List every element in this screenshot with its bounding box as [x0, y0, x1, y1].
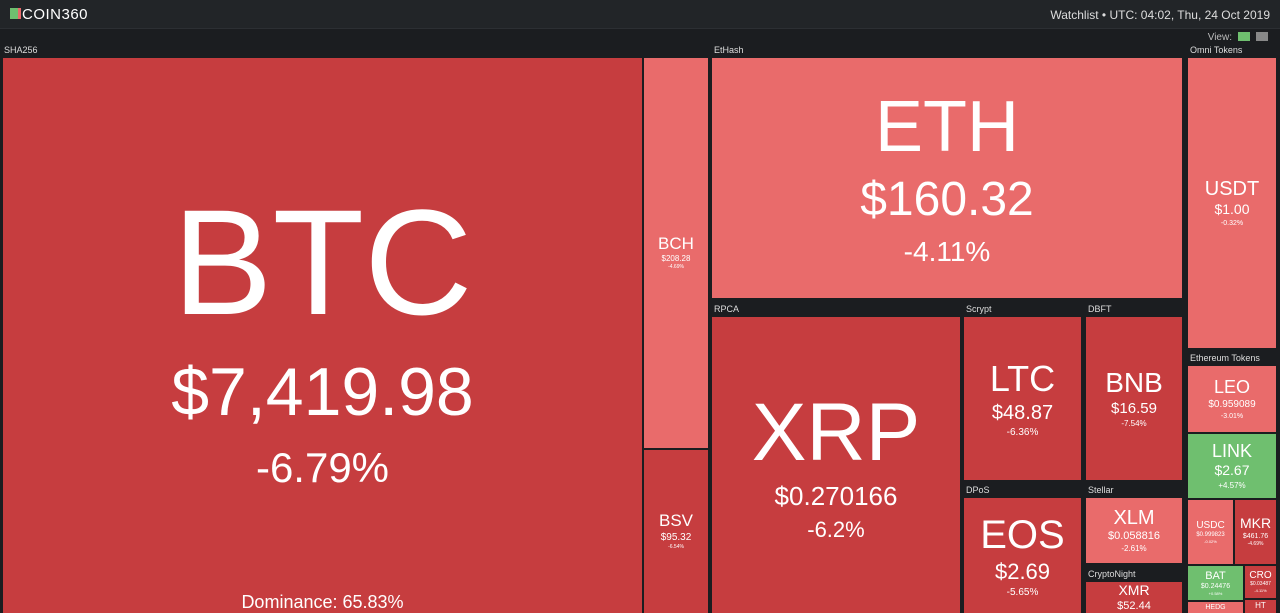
coin-tile[interactable]: ETH $160.32 -4.11%: [712, 58, 1182, 298]
coin-symbol: XLM: [1113, 506, 1155, 529]
coin-price: $2.67: [1214, 462, 1250, 479]
group-label: DBFT: [1088, 304, 1112, 314]
group-label: SHA256: [4, 45, 38, 55]
coin-price: $0.24476: [1200, 582, 1231, 590]
coin-tile[interactable]: HT: [1245, 600, 1276, 613]
coin-symbol: BAT: [1205, 569, 1226, 582]
coin-tile[interactable]: LINK $2.67 +4.57%: [1188, 434, 1276, 498]
coin-tile[interactable]: XRP $0.270166 -6.2%: [712, 317, 960, 613]
coin-symbol: HEDG: [1205, 603, 1226, 611]
coin-symbol: XRP: [751, 386, 921, 478]
coin-price: $0.03487: [1250, 581, 1271, 588]
coin-change: -7.54%: [1121, 419, 1147, 429]
coin-tile[interactable]: BSV $95.32 -6.54%: [644, 450, 708, 613]
coin-price: $95.32: [660, 532, 692, 544]
coin-change: -4.11%: [1254, 588, 1267, 594]
coin-price: $0.058816: [1108, 530, 1160, 543]
coin-change: -6.79%: [255, 443, 390, 491]
coin-symbol: USDT: [1204, 178, 1260, 201]
coin-price: $0.959089: [1208, 399, 1256, 411]
coin-tile[interactable]: HEDG: [1188, 602, 1243, 613]
coin-change: +4.57%: [1218, 480, 1246, 490]
coin-tile[interactable]: XLM $0.058816 -2.61%: [1086, 498, 1182, 563]
coin-price: $16.59: [1111, 399, 1157, 417]
coin-price: $48.87: [991, 401, 1054, 424]
coin-change: -6.36%: [1006, 427, 1039, 439]
coin-tile[interactable]: USDC $0.999823 -0.02%: [1188, 500, 1233, 564]
clock: UTC: 04:02, Thu, 24 Oct 2019: [1109, 8, 1270, 22]
coin-symbol: BTC: [172, 178, 473, 347]
group-label: Omni Tokens: [1190, 45, 1243, 55]
coin-tile[interactable]: BTC $7,419.98 -6.79% Dominance: 65.83%: [3, 58, 642, 613]
coin-tile[interactable]: BNB $16.59 -7.54%: [1086, 317, 1182, 480]
coin-symbol: XMR: [1118, 582, 1150, 598]
coin-symbol: EOS: [980, 512, 1065, 557]
coin-symbol: USDC: [1196, 519, 1225, 531]
header-right: Watchlist • UTC: 04:02, Thu, 24 Oct 2019: [1050, 8, 1270, 22]
coin-change: -6.2%: [807, 517, 865, 543]
coin-tile[interactable]: LTC $48.87 -6.36%: [964, 317, 1081, 480]
view-label: View:: [1207, 32, 1232, 43]
logo-icon: [10, 8, 21, 19]
watchlist[interactable]: Watchlist: [1050, 8, 1099, 22]
view-list[interactable]: [1256, 32, 1268, 41]
group-label: EtHash: [714, 45, 744, 55]
coin-tile[interactable]: USDT $1.00 -0.32%: [1188, 58, 1276, 348]
logo[interactable]: COIN360: [22, 6, 89, 23]
coin-price: $1.00: [1214, 201, 1250, 218]
coin-tile[interactable]: BAT $0.24476 +0.58%: [1188, 566, 1243, 600]
coin-tile[interactable]: XMR $52.44: [1086, 582, 1182, 613]
coin-change: +0.58%: [1208, 590, 1223, 596]
group-label: Ethereum Tokens: [1190, 353, 1260, 363]
view-treemap[interactable]: [1238, 32, 1250, 41]
group-label: RPCA: [714, 304, 740, 314]
coin-change: -3.01%: [1220, 412, 1244, 420]
group-label: DPoS: [966, 485, 990, 495]
coin-change: -2.61%: [1121, 544, 1147, 554]
coin-symbol: BSV: [658, 511, 694, 531]
coin-price: $208.28: [661, 253, 691, 263]
coin-tile[interactable]: MKR $461.76 -4.69%: [1235, 500, 1276, 564]
coin-change: -4.69%: [1247, 541, 1264, 548]
coin-tile[interactable]: BCH $208.28 -4.69%: [644, 58, 708, 448]
coin-symbol: BCH: [658, 234, 694, 254]
coin-price: $461.76: [1242, 532, 1269, 540]
coin-tile[interactable]: CRO $0.03487 -4.11%: [1245, 566, 1276, 598]
coin-change: -6.54%: [668, 544, 684, 551]
coin-symbol: MKR: [1239, 515, 1272, 532]
coin-symbol: LEO: [1213, 376, 1251, 397]
coin-change: -4.11%: [903, 236, 991, 268]
group-label: Scrypt: [966, 304, 992, 314]
coin-symbol: LINK: [1211, 440, 1253, 461]
coin-symbol: LTC: [989, 357, 1056, 399]
coin-price: $7,419.98: [171, 354, 474, 431]
coin-price: $160.32: [860, 173, 1034, 227]
coin-change: -0.32%: [1220, 220, 1244, 228]
coin-price: $0.999823: [1196, 531, 1225, 538]
coin-price: $2.69: [994, 558, 1051, 584]
coin-tile[interactable]: EOS $2.69 -5.65%: [964, 498, 1081, 613]
coin-price: $52.44: [1117, 599, 1151, 612]
coin-symbol: ETH: [875, 87, 1019, 168]
top-bar: COIN360 Watchlist • UTC: 04:02, Thu, 24 …: [0, 0, 1280, 29]
coin-tile[interactable]: LEO $0.959089 -3.01%: [1188, 366, 1276, 432]
coin-symbol: CRO: [1249, 570, 1272, 582]
coin-change: -0.02%: [1204, 538, 1217, 544]
coin-price: $0.270166: [774, 480, 898, 511]
coin-change: -4.69%: [668, 264, 684, 271]
group-label: CryptoNight: [1088, 569, 1136, 579]
coin-symbol: HT: [1255, 601, 1266, 611]
dominance: Dominance: 65.83%: [241, 592, 404, 613]
coin-change: -5.65%: [1006, 587, 1039, 599]
coin-symbol: BNB: [1105, 366, 1163, 398]
group-label: Stellar: [1088, 485, 1114, 495]
